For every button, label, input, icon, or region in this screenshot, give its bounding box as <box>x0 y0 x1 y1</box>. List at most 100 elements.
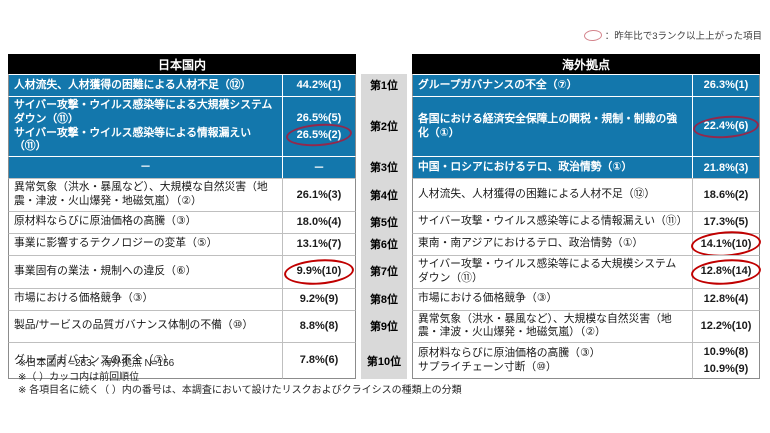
value-label: 8.8%(8) <box>299 320 339 333</box>
value-cell: 7.8%(6) <box>282 342 356 380</box>
risk-item-cell: 原材料ならびに原油価格の高騰（③） <box>8 210 282 233</box>
value-line: 26.5%(2) <box>285 121 353 149</box>
value-label: 26.5%(2) <box>296 128 342 141</box>
value-line: 9.9%(10) <box>283 256 355 287</box>
value-line: 26.3%(1) <box>704 77 749 94</box>
value-cell: 10.9%(8) 10.9%(9) <box>692 342 760 380</box>
rank-label: 第8位 <box>369 293 399 306</box>
value-label: 22.4%(6) <box>703 120 749 133</box>
value-cell: 18.6%(2) <box>692 178 760 211</box>
footnote-line: ※ 各項目名に続く（ ）内の番号は、本調査において設けたリスクおよびクライシスの… <box>18 385 462 396</box>
value-line: 26.5%(5) <box>297 110 342 127</box>
risk-item-cell: 市場における価格競争（③） <box>8 287 282 310</box>
risk-item-label: 各国における経済安全保障上の関税・規制・制裁の強化（①） <box>418 112 678 139</box>
risk-item-label: － <box>140 160 151 173</box>
risk-item-cell: 市場における価格競争（③） <box>412 287 692 310</box>
value-line: 18.0%(4) <box>297 214 342 231</box>
risk-item-cell: 各国における経済安全保障上の関税・規制・制裁の強化（①） <box>412 96 692 157</box>
value-cell: 9.9%(10) <box>282 254 356 288</box>
risk-item-cell: サイバー攻撃・ウイルス感染等による情報漏えい（⑪） <box>412 210 692 233</box>
rank-cell: 第1位 <box>361 74 407 96</box>
risk-item-cell: サイバー攻撃・ウイルス感染等による大規模システムダウン（⑪） サイバー攻撃・ウイル… <box>8 96 282 157</box>
value-cell: 26.1%(3) <box>282 178 356 211</box>
risk-item-label: 事業固有の業法・規制への違反（⑥） <box>14 264 197 277</box>
value-cell: 14.1%(10) <box>690 229 762 260</box>
risk-item-cell: － <box>8 156 282 179</box>
value-label: 13.1%(7) <box>296 238 342 251</box>
value-line: 14.1%(10) <box>690 229 762 260</box>
risk-item-cell: サイバー攻撃・ウイルス感染等による大規模システムダウン（⑪） <box>412 254 692 288</box>
risk-item-label: サプライチェーン寸断（⑩） <box>418 360 557 373</box>
risk-item-label: サイバー攻撃・ウイルス感染等による大規模システムダウン（⑪） <box>418 257 677 284</box>
value-line: 44.2%(1) <box>297 77 342 94</box>
value-line: 12.8%(14) <box>690 256 762 287</box>
risk-item-label: 東南・南アジアにおけるテロ、政治情勢（①） <box>418 237 644 250</box>
rank-label: 第3位 <box>369 162 399 175</box>
value-label: 10.9%(9) <box>703 362 749 375</box>
value-line: 12.8%(4) <box>704 291 749 308</box>
rank-up-ellipse-icon <box>583 28 603 42</box>
risk-item-label: グループガバナンスの不全（⑦） <box>418 78 578 91</box>
footnote-line: ※（ ）カッコ内は前回順位 <box>18 371 140 383</box>
legend: ：昨年比で3ランク以上上がった項目 <box>583 28 762 42</box>
value-label: 18.6%(2) <box>703 188 749 201</box>
value-cell: 12.8%(14) <box>690 254 762 288</box>
value-cell: 8.8%(8) <box>282 309 356 343</box>
rank-cell: 第10位 <box>361 342 407 380</box>
rank-label: 第4位 <box>369 189 399 202</box>
risk-item-label: 原材料ならびに原油価格の高騰（③） <box>14 215 197 228</box>
value-line: 26.1%(3) <box>297 187 342 204</box>
rank-label: 第2位 <box>369 121 399 134</box>
rank-cell: 第8位 <box>361 287 407 310</box>
value-label: 26.1%(3) <box>296 188 342 201</box>
risk-item-cell: 異常気象（洪水・暴風など）、大規模な自然災害（地震・津波・火山爆発・地磁気嵐）（… <box>8 178 282 211</box>
value-line: 22.4%(6) <box>692 113 760 140</box>
risk-item-cell: 人材流失、人材獲得の困難による人材不足（⑫） <box>8 74 282 96</box>
risk-item-label: 人材流失、人材獲得の困難による人材不足（⑫） <box>14 78 252 91</box>
risk-item-cell: グループガバナンスの不全（⑦） <box>412 74 692 96</box>
rank-label: 第10位 <box>366 355 402 368</box>
risk-item-label: サイバー攻撃・ウイルス感染等による情報漏えい（⑪） <box>14 126 251 153</box>
left-table-title: 日本国内 <box>8 54 356 74</box>
value-cell: 12.2%(10) <box>692 309 760 343</box>
rank-cell: 第4位 <box>361 178 407 211</box>
rank-cell: 第5位 <box>361 210 407 233</box>
risk-item-cell: 事業に影響するテクノロジーの変革（⑤） <box>8 232 282 255</box>
value-cell: 13.1%(7) <box>282 232 356 255</box>
value-line: 21.8%(3) <box>704 160 749 177</box>
value-label: 44.2%(1) <box>296 79 342 92</box>
risk-item-label: サイバー攻撃・ウイルス感染等による大規模システムダウン（⑪） <box>14 99 273 125</box>
risk-item-label: 事業に影響するテクノロジーの変革（⑤） <box>14 237 218 250</box>
value-line: 13.1%(7) <box>297 236 342 253</box>
rank-label: 第7位 <box>369 266 399 279</box>
value-cell: 44.2%(1) <box>282 74 356 96</box>
rank-cell: 第9位 <box>361 309 407 343</box>
risk-item-label: 中国・ロシアにおけるテロ、政治情勢（①） <box>418 160 633 173</box>
risk-item-label: 原材料ならびに原油価格の高騰（③） <box>418 346 601 359</box>
value-label: 10.9%(8) <box>703 346 749 359</box>
value-label: 26.5%(5) <box>296 112 342 125</box>
rank-cell: 第7位 <box>361 254 407 288</box>
value-cell: 26.3%(1) <box>692 74 760 96</box>
value-label: 12.8%(14) <box>700 265 752 278</box>
rank-cell: 第3位 <box>361 156 407 179</box>
rank-label: 第6位 <box>369 238 399 251</box>
value-label: 17.3%(5) <box>703 216 749 229</box>
value-label: 12.2%(10) <box>700 320 752 333</box>
footnotes: ※日本国内 =283、海外拠点 N=156 ※（ ）カッコ内は前回順位 ※ 各項… <box>18 357 462 398</box>
value-line: 17.3%(5) <box>704 214 749 231</box>
risk-item-label: 市場における価格競争（③） <box>14 292 154 305</box>
risk-item-cell: 事業固有の業法・規制への違反（⑥） <box>8 254 282 288</box>
value-line: 10.9%(8) <box>704 344 749 361</box>
value-label: 7.8%(6) <box>299 354 339 367</box>
value-line: 8.8%(8) <box>300 318 339 335</box>
value-cell: 26.5%(5) 26.5%(2) <box>282 96 356 157</box>
value-label: 21.8%(3) <box>703 161 749 174</box>
value-cell: 9.2%(9) <box>282 287 356 310</box>
risk-item-label: グループガバナンスの不全（⑦） <box>14 353 174 366</box>
risk-item-cell: 異常気象（洪水・暴風など）、大規模な自然災害（地震・津波・火山爆発・地磁気嵐）（… <box>412 309 692 343</box>
footnote-line: ※日本国内 =283、海外拠点 N=156 <box>18 358 175 369</box>
risk-item-label: 人材流失、人材獲得の困難による人材不足（⑫） <box>418 188 656 201</box>
risk-item-label: 異常気象（洪水・暴風など）、大規模な自然災害（地震・津波・火山爆発・地磁気嵐）（… <box>418 312 672 339</box>
